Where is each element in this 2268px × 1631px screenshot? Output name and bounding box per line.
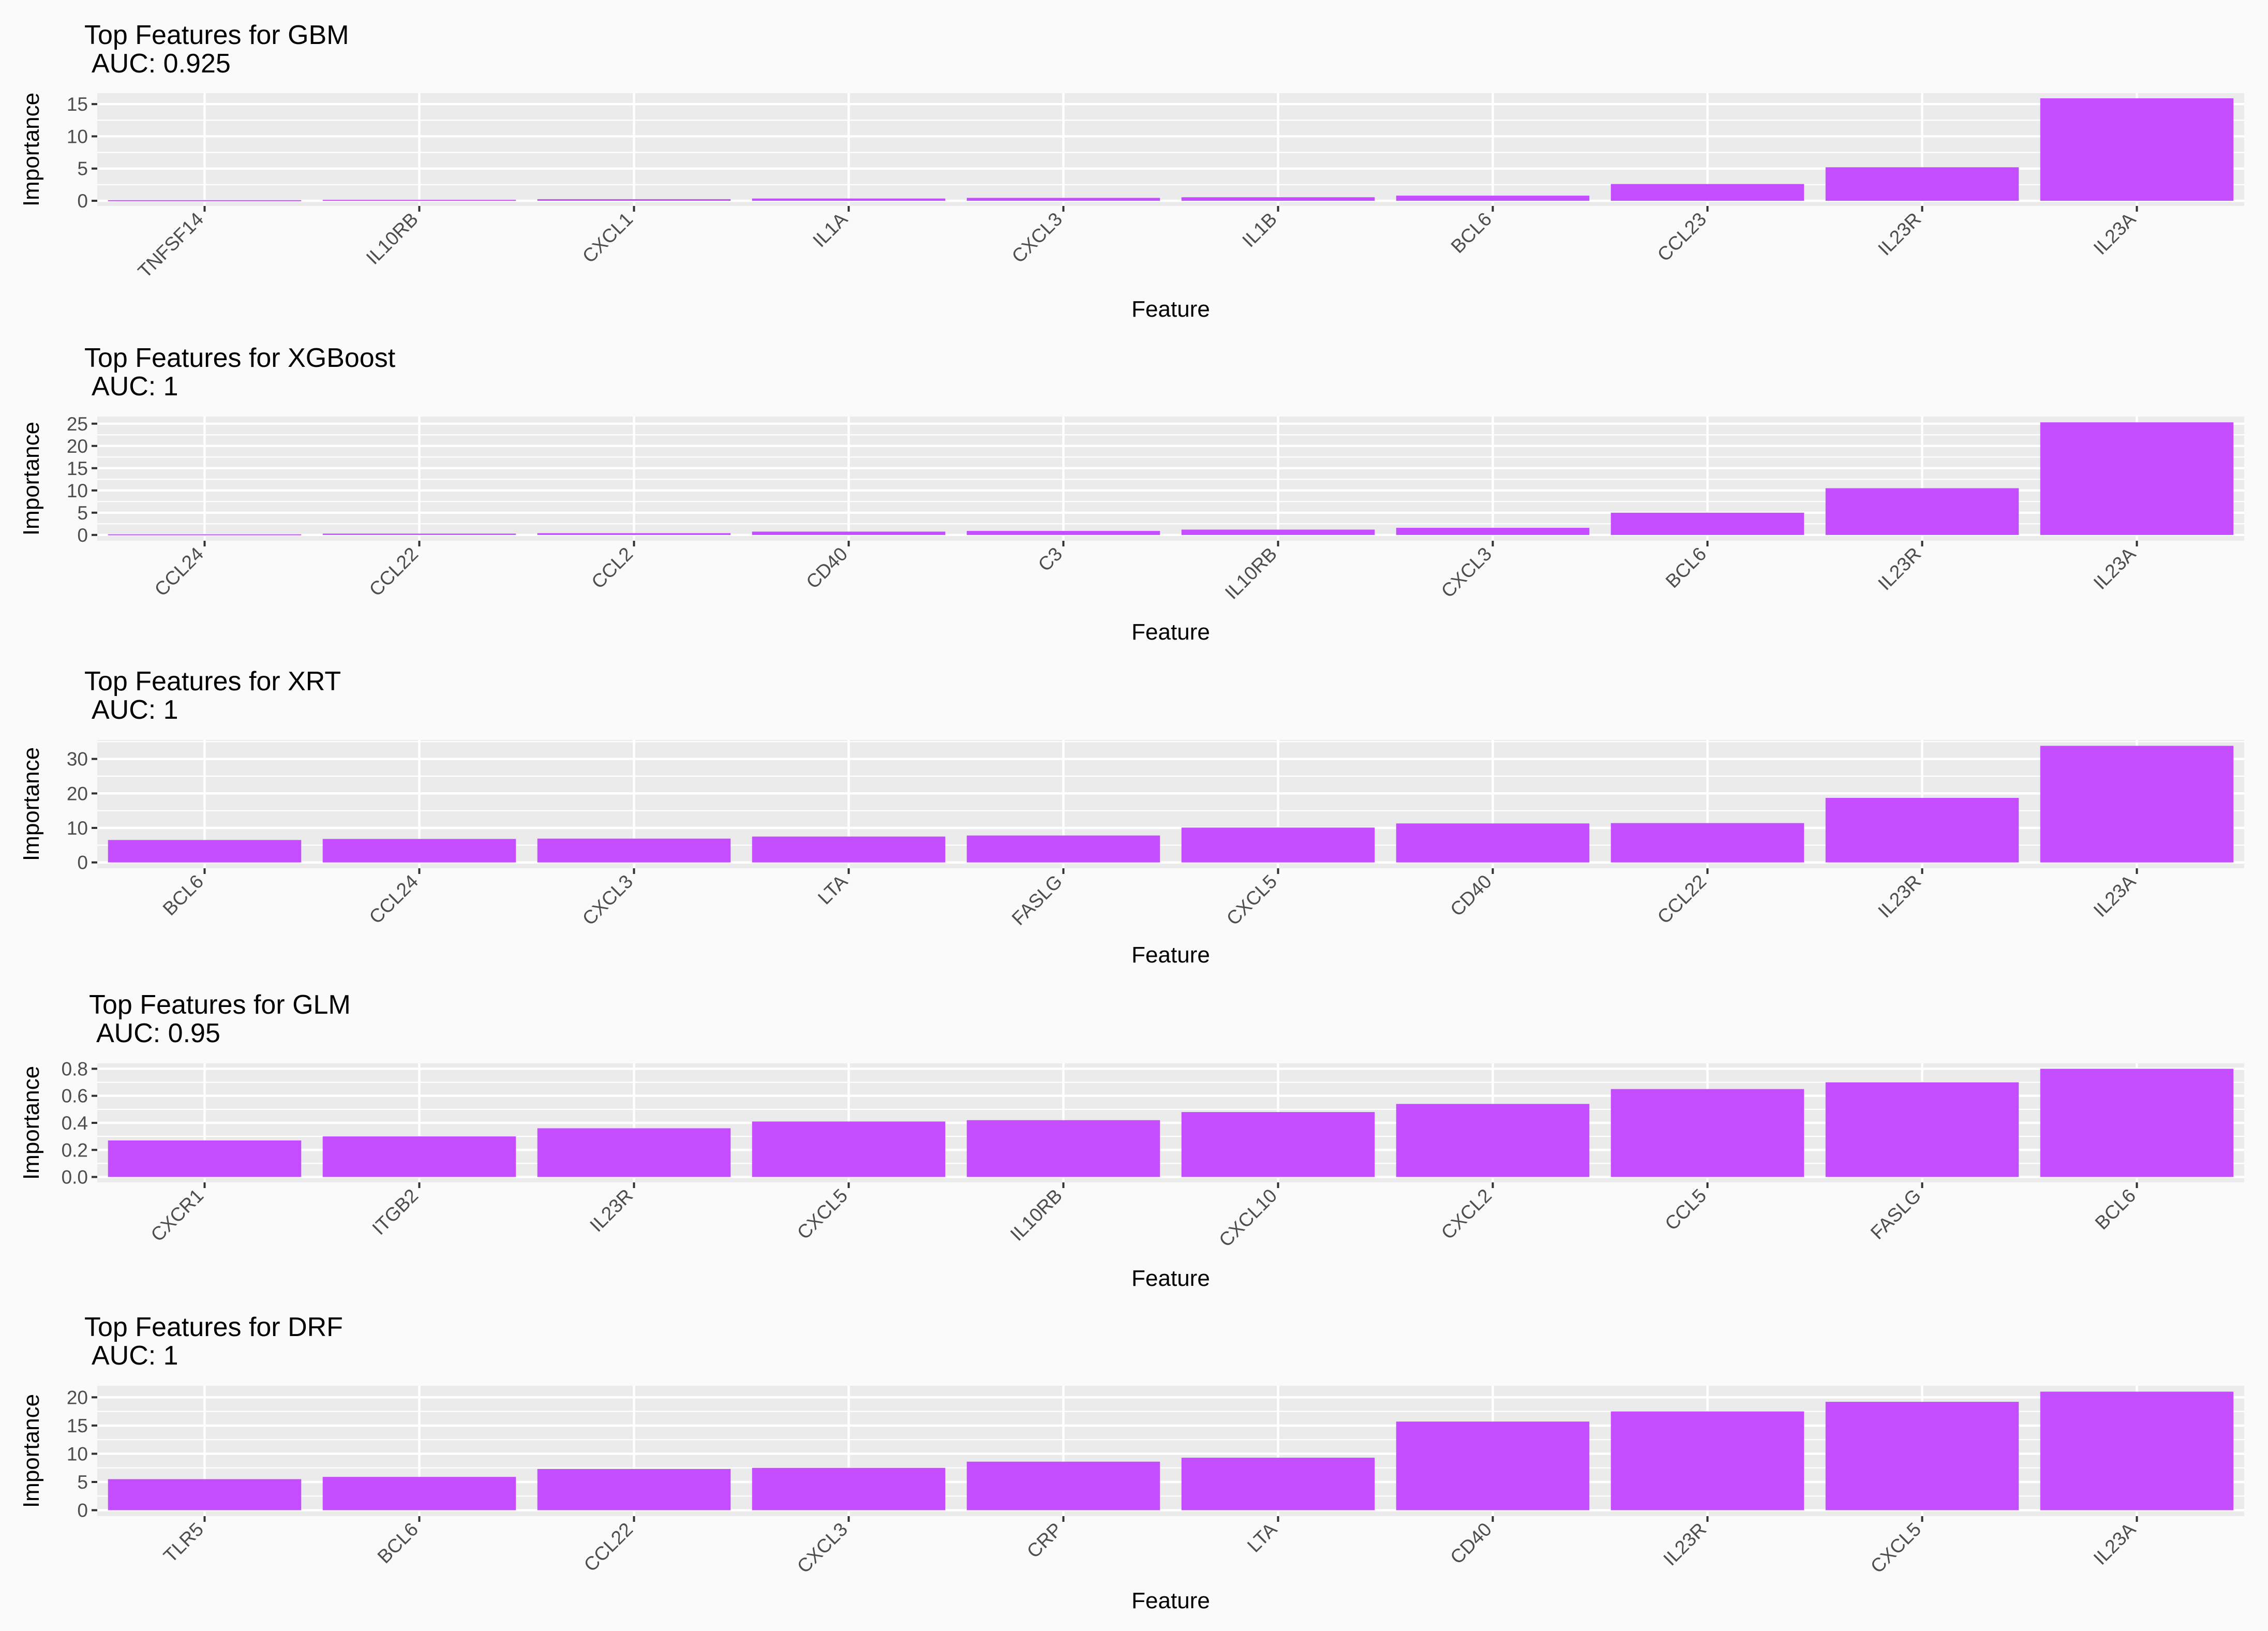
bar-ccl24 (108, 534, 302, 536)
bar-il23a (2040, 1391, 2234, 1510)
bar-lta (1181, 1458, 1375, 1510)
bar-tlr5 (108, 1479, 302, 1510)
y-tick-label: 10 (67, 1443, 88, 1464)
bar-il23a (2040, 422, 2234, 535)
bar-bcl6 (322, 1477, 516, 1510)
bar-cxcl3 (537, 838, 731, 863)
x-axis-label: Feature (1131, 619, 1210, 645)
y-tick-label: 0.6 (62, 1086, 88, 1107)
bar-cxcl5 (1825, 1402, 2019, 1510)
bar-il23r (1610, 1411, 1804, 1510)
y-tick-label: 5 (77, 1472, 88, 1493)
bar-ccl22 (1610, 823, 1804, 863)
bar-il23r (537, 1128, 731, 1177)
bar-bcl6 (108, 840, 302, 863)
bar-itgb2 (322, 1136, 516, 1177)
y-tick-label: 10 (67, 818, 88, 839)
bar-ccl2 (537, 533, 731, 535)
y-tick-label: 5 (77, 158, 88, 180)
chart-subtitle: AUC: 1 (92, 372, 178, 402)
bar-ccl24 (322, 839, 516, 863)
y-tick-label: 0 (77, 852, 88, 873)
bar-c3 (966, 531, 1160, 535)
y-axis-label: Importance (19, 422, 44, 536)
bar-lta (752, 836, 946, 863)
y-axis-label: Importance (19, 1066, 44, 1180)
y-axis-label: Importance (19, 1394, 44, 1508)
bar-cxcl3 (1396, 528, 1590, 535)
bar-cd40 (1396, 1421, 1590, 1510)
y-axis-label: Importance (19, 747, 44, 861)
bar-bcl6 (1396, 196, 1590, 201)
bar-il23r (1825, 488, 2019, 535)
bar-cd40 (1396, 823, 1590, 863)
chart-title: Top Features for GBM (84, 20, 349, 50)
y-tick-label: 15 (67, 94, 88, 115)
bar-cxcl3 (752, 1467, 946, 1510)
y-tick-label: 0 (77, 1500, 88, 1521)
bar-cxcl5 (752, 1121, 946, 1177)
chart-title: Top Features for XGBoost (84, 343, 396, 373)
bar-il1b (1181, 197, 1375, 201)
y-tick-label: 20 (67, 436, 88, 457)
bar-cxcl3 (966, 198, 1160, 201)
y-tick-label: 0.2 (62, 1139, 88, 1161)
y-tick-label: 10 (67, 126, 88, 147)
bar-il10rb (1181, 529, 1375, 535)
bar-cxcr1 (108, 1140, 302, 1177)
chart-subtitle: AUC: 1 (92, 1341, 178, 1371)
y-tick-label: 0.0 (62, 1167, 88, 1188)
bar-crp (966, 1461, 1160, 1510)
chart-title: Top Features for GLM (89, 990, 351, 1020)
bar-ccl5 (1610, 1089, 1804, 1177)
bar-il10rb (966, 1120, 1160, 1177)
bar-cd40 (752, 531, 946, 535)
bar-il23a (2040, 98, 2234, 201)
bar-il23r (1825, 167, 2019, 201)
y-tick-label: 0 (77, 190, 88, 212)
x-axis-label: Feature (1131, 296, 1210, 322)
bar-ccl22 (537, 1469, 731, 1510)
bar-il23r (1825, 798, 2019, 863)
y-tick-label: 10 (67, 480, 88, 501)
chart-subtitle: AUC: 0.925 (92, 49, 231, 79)
y-tick-label: 0.4 (62, 1113, 88, 1134)
bar-faslg (1825, 1082, 2019, 1177)
chart-title: Top Features for XRT (84, 666, 341, 696)
bar-tnfsf14 (108, 200, 302, 201)
bar-faslg (966, 835, 1160, 863)
bar-bcl6 (2040, 1069, 2234, 1177)
x-axis-label: Feature (1131, 1266, 1210, 1291)
bar-il10rb (322, 200, 516, 201)
bar-cxcl1 (537, 199, 731, 201)
y-tick-label: 20 (67, 1387, 88, 1408)
bar-cxcl10 (1181, 1112, 1375, 1177)
y-tick-label: 30 (67, 749, 88, 770)
bar-il23a (2040, 746, 2234, 863)
bar-ccl22 (322, 533, 516, 535)
x-axis-label: Feature (1131, 1588, 1210, 1613)
y-tick-label: 20 (67, 783, 88, 804)
y-tick-label: 5 (77, 502, 88, 524)
chart-subtitle: AUC: 1 (92, 695, 178, 725)
bar-ccl23 (1610, 184, 1804, 201)
bar-cxcl5 (1181, 827, 1375, 863)
x-axis-label: Feature (1131, 942, 1210, 968)
bar-bcl6 (1610, 512, 1804, 535)
chart-subtitle: AUC: 0.95 (96, 1018, 220, 1048)
y-axis-label: Importance (19, 93, 44, 206)
y-tick-label: 25 (67, 413, 88, 435)
chart-title: Top Features for DRF (84, 1312, 343, 1342)
y-tick-label: 15 (67, 1415, 88, 1436)
bar-cxcl2 (1396, 1104, 1590, 1177)
bar-il1a (752, 198, 946, 201)
y-tick-label: 15 (67, 458, 88, 479)
y-tick-label: 0 (77, 525, 88, 546)
y-tick-label: 0.8 (62, 1058, 88, 1079)
